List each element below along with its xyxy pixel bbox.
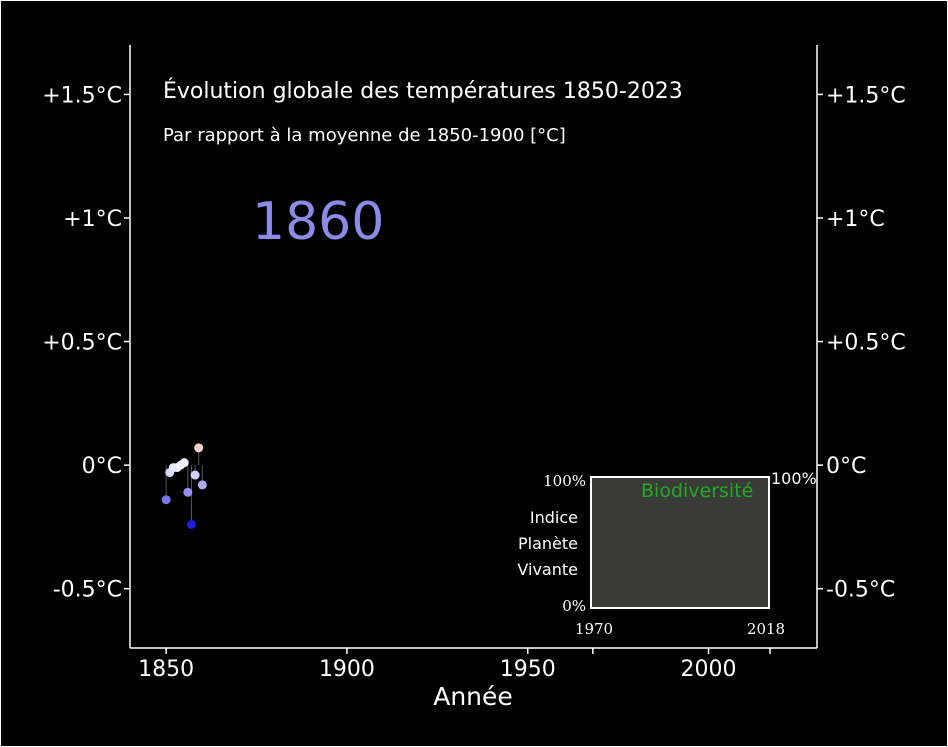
data-point <box>186 519 196 529</box>
data-points <box>161 443 207 529</box>
x-tick-label: 1950 <box>500 657 556 682</box>
chart-title: Évolution globale des températures 1850-… <box>163 78 683 104</box>
y-tick-label-right: +1°C <box>826 207 885 232</box>
x-tick-label: 1850 <box>138 657 194 682</box>
data-point <box>197 480 207 490</box>
inset-x-start-label: 1970 <box>575 620 613 638</box>
chart-subtitle: Par rapport à la moyenne de 1850-1900 [°… <box>163 125 566 146</box>
y-ticks-left: -0.5°C 0°C +0.5°C +1°C +1.5°C <box>42 83 130 603</box>
y-tick-label-left: -0.5°C <box>53 578 122 603</box>
x-tick-label: 2000 <box>681 657 737 682</box>
y-tick-label-right: +1.5°C <box>826 83 906 108</box>
inset-ylabel-line-3: Vivante <box>517 560 578 579</box>
x-axis-label: Année <box>433 682 513 711</box>
y-ticks-right: -0.5°C 0°C +0.5°C +1°C +1.5°C <box>817 83 906 603</box>
data-point <box>179 458 189 468</box>
inset-y-min-label: 0% <box>562 597 586 615</box>
data-point <box>183 487 193 497</box>
inset-ylabel-line-1: Indice <box>530 508 578 527</box>
inset-ylabel-line-2: Planète <box>518 534 578 553</box>
inset-y-max-label: 100% <box>543 472 586 490</box>
data-point <box>161 495 171 505</box>
inset-panel <box>590 476 770 609</box>
x-tick-label: 1900 <box>319 657 375 682</box>
inset-title: Biodiversité <box>641 480 753 502</box>
y-tick-label-left: +1.5°C <box>42 83 122 108</box>
x-ticks: 1850 1900 1950 2000 <box>138 648 771 682</box>
inset-x-end-label: 2018 <box>747 620 785 638</box>
y-tick-label-right: +0.5°C <box>826 331 906 356</box>
y-tick-label-right: 0°C <box>826 454 866 479</box>
data-point <box>190 470 200 480</box>
inset-right-label: 100% <box>771 469 817 488</box>
y-tick-label-left: +0.5°C <box>42 331 122 356</box>
y-tick-label-left: +1°C <box>63 207 122 232</box>
y-tick-label-left: 0°C <box>82 454 122 479</box>
current-year-label: 1860 <box>252 192 384 252</box>
data-point <box>194 443 204 453</box>
biodiversity-inset: Biodiversité 100% 100% 0% Indice Planète… <box>517 469 816 638</box>
y-tick-label-right: -0.5°C <box>826 578 895 603</box>
